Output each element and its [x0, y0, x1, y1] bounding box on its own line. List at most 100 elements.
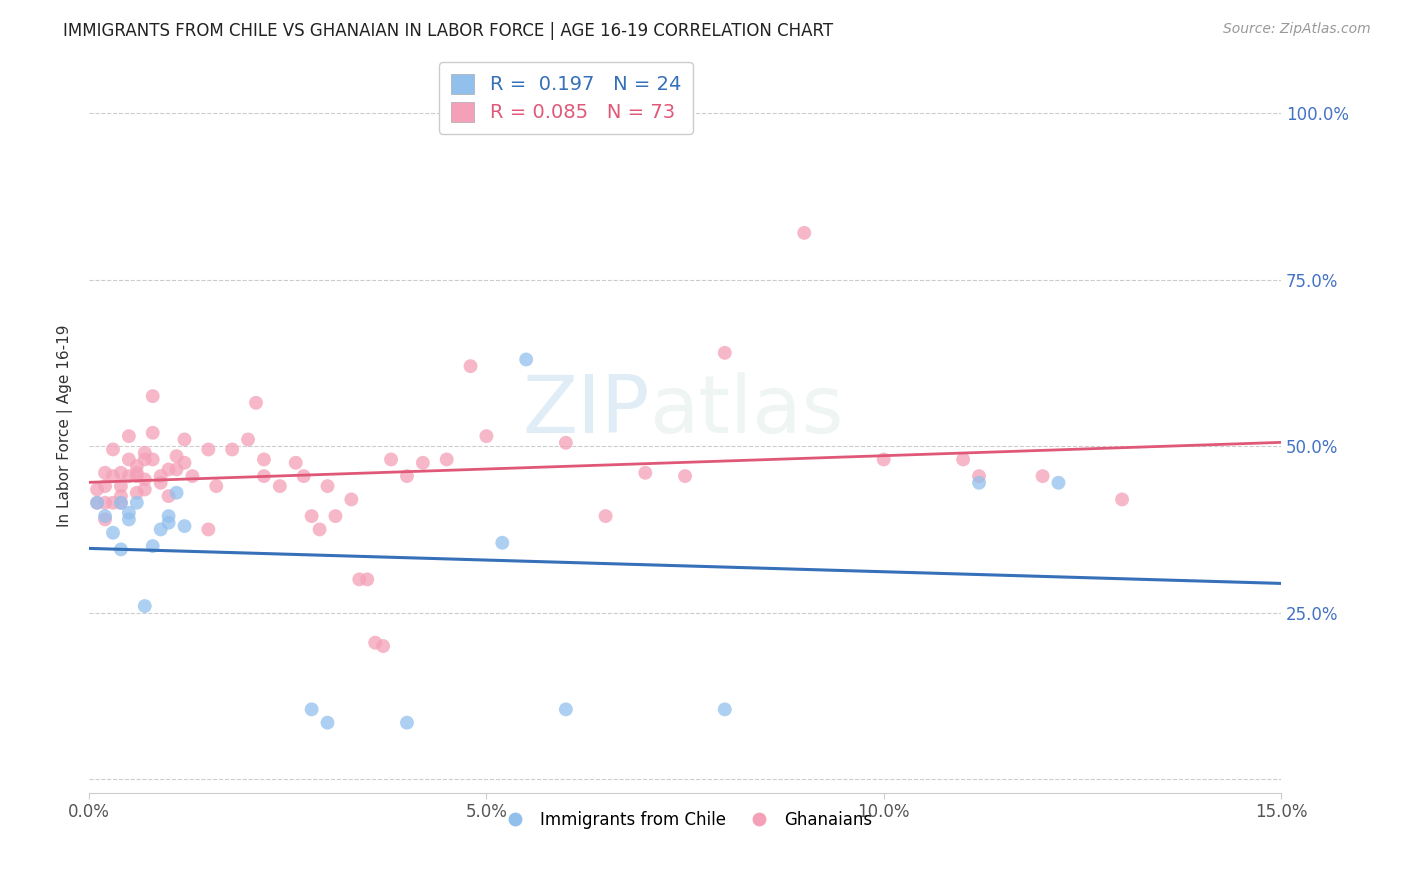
Point	[395, 469, 418, 483]
Point	[134, 446, 156, 460]
Point	[110, 496, 132, 510]
Point	[284, 456, 307, 470]
Point	[125, 466, 148, 480]
Point	[713, 702, 735, 716]
Point	[157, 462, 180, 476]
Point	[94, 479, 117, 493]
Point	[118, 506, 141, 520]
Point	[94, 466, 117, 480]
Point	[110, 496, 132, 510]
Point	[515, 352, 537, 367]
Point	[952, 452, 974, 467]
Point	[166, 449, 188, 463]
Point	[101, 525, 124, 540]
Point	[595, 509, 617, 524]
Point	[149, 475, 172, 490]
Point	[967, 475, 990, 490]
Point	[967, 469, 990, 483]
Point	[86, 483, 108, 497]
Point	[101, 442, 124, 457]
Point	[713, 346, 735, 360]
Point	[873, 452, 896, 467]
Point	[1047, 475, 1070, 490]
Point	[301, 702, 323, 716]
Point	[205, 479, 228, 493]
Y-axis label: In Labor Force | Age 16-19: In Labor Force | Age 16-19	[58, 325, 73, 527]
Point	[554, 702, 576, 716]
Point	[436, 452, 458, 467]
Point	[101, 496, 124, 510]
Point	[110, 479, 132, 493]
Point	[181, 469, 204, 483]
Point	[554, 435, 576, 450]
Point	[197, 442, 219, 457]
Point	[166, 485, 188, 500]
Point	[118, 429, 141, 443]
Point	[316, 715, 339, 730]
Point	[142, 389, 165, 403]
Point	[134, 452, 156, 467]
Point	[371, 639, 394, 653]
Point	[118, 469, 141, 483]
Text: ZIP: ZIP	[522, 373, 650, 450]
Point	[86, 496, 108, 510]
Point	[94, 509, 117, 524]
Text: IMMIGRANTS FROM CHILE VS GHANAIAN IN LABOR FORCE | AGE 16-19 CORRELATION CHART: IMMIGRANTS FROM CHILE VS GHANAIAN IN LAB…	[63, 22, 834, 40]
Point	[142, 452, 165, 467]
Point	[349, 573, 371, 587]
Point	[325, 509, 347, 524]
Legend: Immigrants from Chile, Ghanaians: Immigrants from Chile, Ghanaians	[491, 805, 879, 836]
Point	[94, 512, 117, 526]
Point	[245, 396, 267, 410]
Text: atlas: atlas	[650, 373, 844, 450]
Point	[110, 489, 132, 503]
Text: Source: ZipAtlas.com: Source: ZipAtlas.com	[1223, 22, 1371, 37]
Point	[308, 523, 330, 537]
Point	[491, 535, 513, 549]
Point	[292, 469, 315, 483]
Point	[94, 496, 117, 510]
Point	[110, 466, 132, 480]
Point	[253, 469, 276, 483]
Point	[157, 516, 180, 530]
Point	[634, 466, 657, 480]
Point	[395, 715, 418, 730]
Point	[157, 489, 180, 503]
Point	[356, 573, 378, 587]
Point	[793, 226, 815, 240]
Point	[253, 452, 276, 467]
Point	[125, 485, 148, 500]
Point	[475, 429, 498, 443]
Point	[142, 425, 165, 440]
Point	[301, 509, 323, 524]
Point	[118, 452, 141, 467]
Point	[364, 636, 387, 650]
Point	[134, 483, 156, 497]
Point	[173, 456, 195, 470]
Point	[316, 479, 339, 493]
Point	[125, 459, 148, 474]
Point	[125, 469, 148, 483]
Point	[149, 523, 172, 537]
Point	[340, 492, 363, 507]
Point	[157, 509, 180, 524]
Point	[86, 496, 108, 510]
Point	[118, 512, 141, 526]
Point	[197, 523, 219, 537]
Point	[460, 359, 482, 373]
Point	[125, 496, 148, 510]
Point	[412, 456, 434, 470]
Point	[380, 452, 402, 467]
Point	[673, 469, 696, 483]
Point	[149, 469, 172, 483]
Point	[142, 539, 165, 553]
Point	[1032, 469, 1054, 483]
Point	[1111, 492, 1133, 507]
Point	[166, 462, 188, 476]
Point	[134, 472, 156, 486]
Point	[236, 433, 259, 447]
Point	[269, 479, 291, 493]
Point	[101, 469, 124, 483]
Point	[221, 442, 243, 457]
Point	[134, 599, 156, 613]
